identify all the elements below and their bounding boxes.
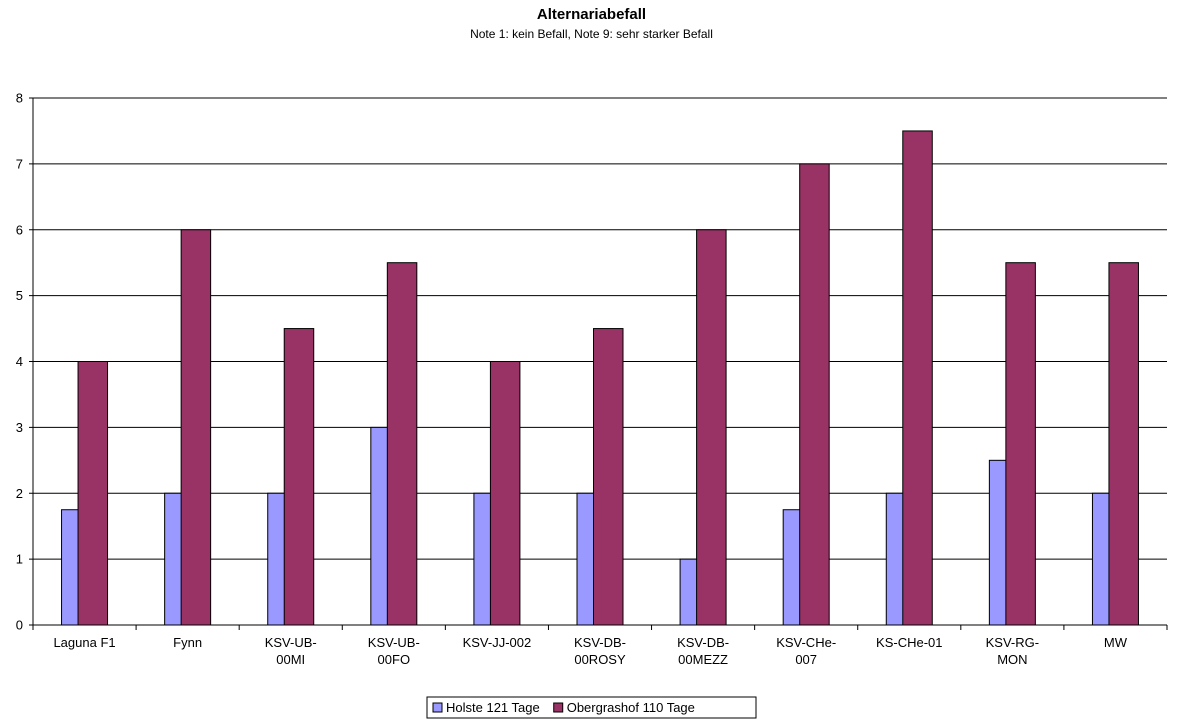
y-tick-label: 3 [16,420,23,435]
x-category-labels: Laguna F1 Fynn KSV-UB- 00MI KSV-UB- 00FO KSV-J… [53,635,1127,667]
bar-obergrashof [799,163,830,626]
x-category-label: Fynn [173,635,202,650]
bar-obergrashof [696,229,727,626]
x-category-label: KSV-UB- 00MI [265,635,317,667]
x-category-label-line: 00MEZZ [678,652,728,667]
legend-label: Holste 121 Tage [446,700,540,715]
x-category-label-line: KSV-CHe- [776,635,836,650]
x-category-label-line: 007 [795,652,817,667]
bar-obergrashof [593,328,624,626]
legend: Holste 121 Tage Obergrashof 110 Tage [426,696,757,719]
legend-box [426,696,757,719]
bar-obergrashof [386,262,418,626]
bars [61,130,1139,626]
chart-subtitle: Note 1: kein Befall, Note 9: sehr starke… [470,27,713,41]
x-category-label: KSV-JJ-002 [463,635,532,650]
y-tick-label: 2 [16,486,23,501]
x-category-label-line: KSV-DB- [574,635,626,650]
x-category-label-line: Laguna F1 [53,635,115,650]
x-category-label: KSV-UB- 00FO [368,635,420,667]
x-category-label-line: KSV-DB- [677,635,729,650]
x-category-label-line: Fynn [173,635,202,650]
x-category-label: KSV-RG- MON [986,635,1039,667]
x-category-label-line: MON [997,652,1027,667]
legend-swatch-obergrashof [553,702,564,713]
x-category-label-line: 00ROSY [574,652,626,667]
x-category-label: KSV-DB- 00MEZZ [677,635,729,667]
bar-obergrashof [180,229,212,626]
y-tick-label: 0 [16,618,23,633]
x-category-label: MW [1104,635,1128,650]
x-category-label-line: KSV-JJ-002 [463,635,532,650]
bar-obergrashof [283,328,315,626]
x-category-label-line: MW [1104,635,1128,650]
y-tick-label: 1 [16,552,23,567]
bar-obergrashof [77,361,109,626]
x-category-label-line: KSV-RG- [986,635,1039,650]
x-category-label-line: 00FO [378,652,411,667]
x-category-label: KS-CHe-01 [876,635,942,650]
x-category-label: Laguna F1 [53,635,115,650]
bar-obergrashof [1005,262,1036,626]
chart-title: Alternariabefall [536,6,647,23]
bar-obergrashof [489,361,521,626]
axes [29,97,1168,630]
x-category-label-line: KSV-UB- [265,635,317,650]
x-category-label-line: KS-CHe-01 [876,635,942,650]
legend-swatch-holste [432,702,443,713]
x-category-label-line: KSV-UB- [368,635,420,650]
gridlines [33,97,1167,560]
bar-obergrashof [1108,262,1139,626]
y-tick-label: 4 [16,354,23,369]
y-tick-labels: 0 1 2 3 4 5 6 7 8 [16,91,23,633]
y-tick-label: 5 [16,288,23,303]
x-category-label: KSV-DB- 00ROSY [574,635,626,667]
x-category-label-line: 00MI [276,652,305,667]
legend-label: Obergrashof 110 Tage [567,700,695,715]
x-category-label: KSV-CHe- 007 [776,635,836,667]
y-tick-label: 6 [16,222,23,237]
bar-obergrashof [902,130,933,626]
y-tick-label: 7 [16,156,23,171]
y-tick-label: 8 [16,91,23,106]
